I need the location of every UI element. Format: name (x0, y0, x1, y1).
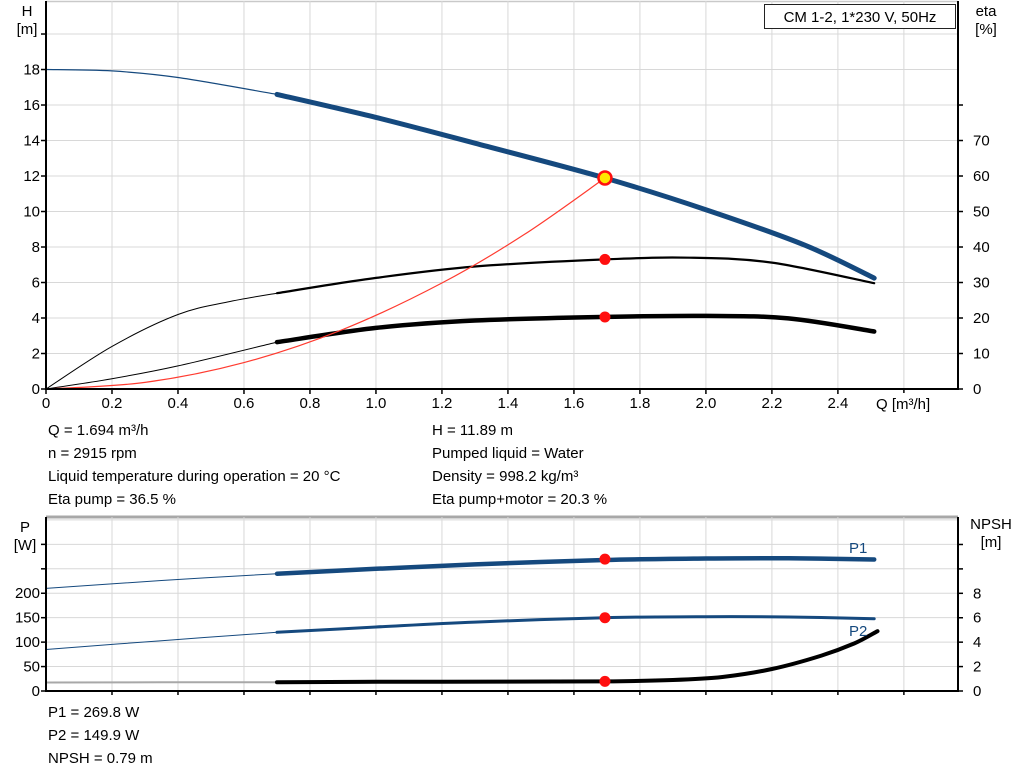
p-axis-unit-label: P [W] (4, 519, 46, 555)
h-axis-unit-label: H [m] (6, 3, 48, 39)
eta-axis-unit-label: eta [%] (962, 3, 1010, 39)
svg-text:50: 50 (973, 204, 990, 221)
svg-text:0: 0 (973, 683, 981, 700)
svg-text:1.4: 1.4 (498, 395, 519, 412)
q-axis-title: Q [m³/h] (876, 396, 931, 413)
p1-curve-label: P1 (849, 540, 868, 557)
info-p2: P2 = 149.9 W (48, 727, 140, 744)
svg-text:100: 100 (15, 634, 40, 651)
power-npsh-data-column: P1 = 269.8 W P2 = 149.9 W NPSH = 0.79 m (48, 701, 153, 770)
info-p1: P1 = 269.8 W (48, 704, 140, 721)
npsh-axis-unit: [m] (980, 534, 1002, 551)
svg-text:0: 0 (32, 381, 40, 398)
svg-text:1.6: 1.6 (564, 395, 585, 412)
svg-text:12: 12 (23, 168, 40, 185)
svg-text:0.8: 0.8 (300, 395, 321, 412)
svg-text:4: 4 (32, 310, 40, 327)
svg-text:1.0: 1.0 (366, 395, 387, 412)
svg-text:0.2: 0.2 (102, 395, 123, 412)
info-pumped-liquid: Pumped liquid = Water (432, 445, 584, 462)
svg-text:150: 150 (15, 610, 40, 627)
p-axis-symbol: P (19, 519, 30, 536)
svg-text:6: 6 (973, 610, 981, 627)
svg-text:2.2: 2.2 (761, 395, 782, 412)
svg-text:0.4: 0.4 (168, 395, 189, 412)
svg-text:60: 60 (973, 168, 990, 185)
svg-text:16: 16 (23, 97, 40, 114)
p2-curve-label: P2 (849, 623, 868, 640)
info-eta-pump: Eta pump = 36.5 % (48, 491, 176, 508)
svg-text:0: 0 (973, 381, 981, 398)
svg-text:18: 18 (23, 62, 40, 79)
npsh-axis-symbol: NPSH (970, 516, 1012, 533)
info-liquid-temperature: Liquid temperature during operation = 20… (48, 468, 341, 485)
operating-data-left-column: Q = 1.694 m³/h n = 2915 rpm Liquid tempe… (48, 419, 340, 511)
svg-text:2: 2 (973, 659, 981, 676)
h-axis-symbol: H (21, 3, 33, 20)
svg-text:4: 4 (973, 634, 981, 651)
info-flow: Q = 1.694 m³/h (48, 422, 149, 439)
info-npsh: NPSH = 0.79 m (48, 750, 153, 767)
svg-text:50: 50 (23, 659, 40, 676)
svg-text:0: 0 (32, 683, 40, 700)
svg-text:6: 6 (32, 275, 40, 292)
svg-text:1.2: 1.2 (432, 395, 453, 412)
svg-text:8: 8 (32, 239, 40, 256)
svg-text:70: 70 (973, 133, 990, 150)
svg-text:0: 0 (42, 395, 50, 412)
svg-text:30: 30 (973, 275, 990, 292)
svg-text:1.8: 1.8 (629, 395, 650, 412)
info-speed: n = 2915 rpm (48, 445, 137, 462)
svg-text:2.0: 2.0 (695, 395, 716, 412)
info-eta-pump-motor: Eta pump+motor = 20.3 % (432, 491, 608, 508)
svg-text:8: 8 (973, 585, 981, 602)
eta-axis-unit: [%] (975, 21, 997, 38)
svg-text:200: 200 (15, 585, 40, 602)
npsh-axis-unit-label: NPSH [m] (960, 516, 1022, 552)
p-axis-unit: [W] (13, 537, 37, 554)
svg-text:2.4: 2.4 (827, 395, 848, 412)
svg-text:0.6: 0.6 (234, 395, 255, 412)
svg-text:14: 14 (23, 133, 40, 150)
info-head: H = 11.89 m (432, 422, 514, 439)
h-axis-unit: [m] (16, 21, 38, 38)
svg-text:2: 2 (32, 346, 40, 363)
svg-text:40: 40 (973, 239, 990, 256)
svg-text:10: 10 (973, 346, 990, 363)
pump-title-box: CM 1-2, 1*230 V, 50Hz (764, 4, 956, 29)
svg-text:10: 10 (23, 204, 40, 221)
svg-text:20: 20 (973, 310, 990, 327)
eta-axis-symbol: eta (975, 3, 997, 20)
info-density: Density = 998.2 kg/m³ (432, 468, 579, 485)
operating-data-right-column: H = 11.89 m Pumped liquid = Water Densit… (432, 419, 607, 511)
